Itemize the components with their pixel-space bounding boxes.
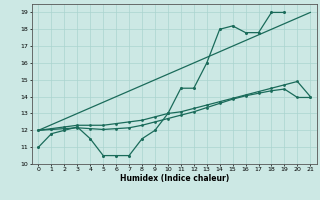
X-axis label: Humidex (Indice chaleur): Humidex (Indice chaleur)	[120, 174, 229, 183]
